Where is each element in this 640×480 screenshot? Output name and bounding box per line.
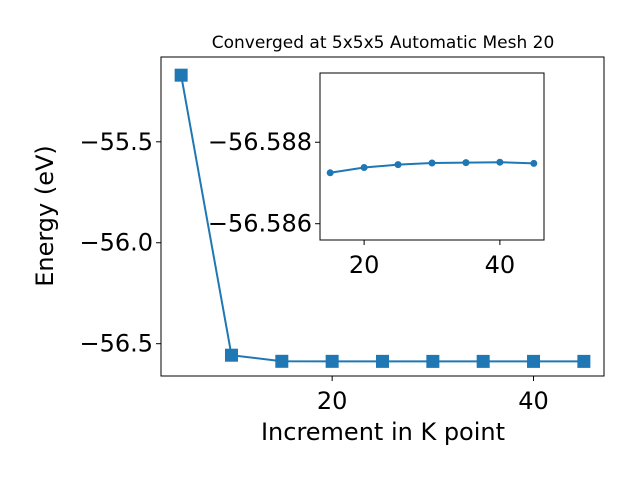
inset-data-point <box>462 159 470 167</box>
main-x-tick-label: 40 <box>518 387 549 415</box>
y-axis-label: Energy (eV) <box>31 145 59 287</box>
main-x-ticks: 20 40 <box>317 376 549 415</box>
inset-x-tick-label: 20 <box>349 251 380 279</box>
main-data-point <box>527 354 541 368</box>
inset-data-point <box>360 163 368 171</box>
inset-data-point <box>326 169 334 177</box>
inset-plot-frame <box>319 72 545 241</box>
main-plot-frame <box>160 56 605 377</box>
main-series <box>174 68 591 368</box>
inset-series <box>326 158 538 177</box>
main-data-point <box>476 354 490 368</box>
main-data-point <box>224 348 238 362</box>
x-axis-label: Increment in K point <box>261 418 505 446</box>
main-data-point <box>275 354 289 368</box>
inset-x-tick-label: 40 <box>485 251 516 279</box>
main-data-point <box>426 354 440 368</box>
main-y-tick-label: −56.5 <box>79 330 153 358</box>
chart-title: Converged at 5x5x5 Automatic Mesh 20 <box>212 33 555 53</box>
main-y-tick-label: −56.0 <box>79 229 153 257</box>
inset-data-point <box>530 159 538 167</box>
inset-y-ticks: −56.588 −56.586 <box>208 128 320 238</box>
main-x-tick-label: 20 <box>317 387 348 415</box>
inset-y-tick-label: −56.586 <box>208 210 312 238</box>
main-y-ticks: −55.5 −56.0 −56.5 <box>79 128 161 358</box>
main-data-point <box>174 68 188 82</box>
inset-y-tick-label: −56.588 <box>208 128 312 156</box>
main-y-tick-label: −55.5 <box>79 128 153 156</box>
main-data-point <box>376 354 389 368</box>
main-data-point <box>577 354 591 368</box>
main-data-point <box>325 354 339 368</box>
inset-data-point <box>394 161 402 169</box>
inset-data-point <box>428 159 436 167</box>
inset-x-ticks: 20 40 <box>349 240 515 279</box>
inset-data-point <box>496 158 504 166</box>
